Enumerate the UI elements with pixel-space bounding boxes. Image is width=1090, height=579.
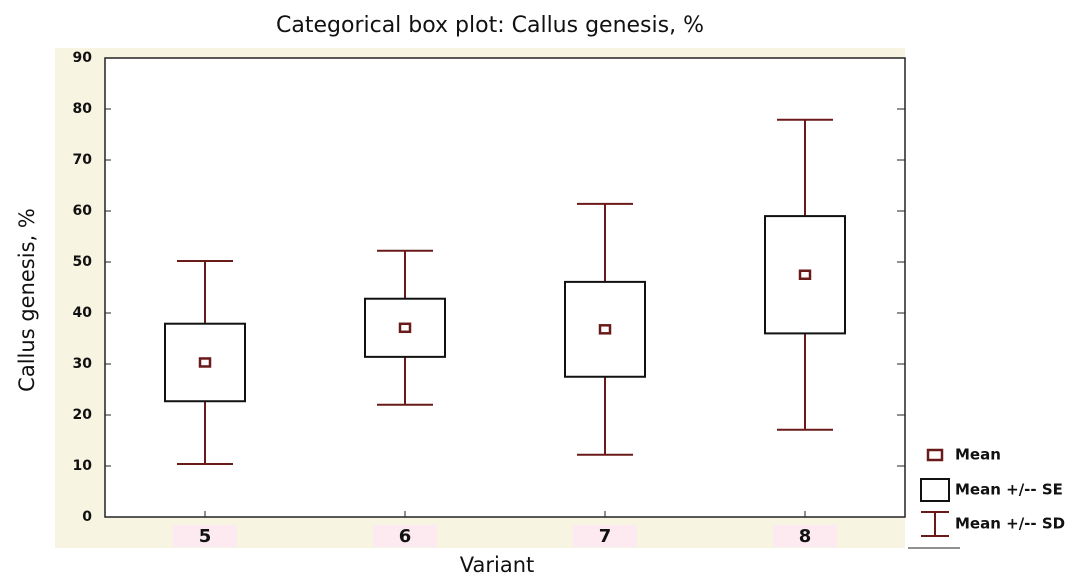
mean-marker: [798, 269, 812, 280]
y-tick-label: 90: [73, 50, 93, 66]
y-tick-label: 10: [73, 458, 93, 474]
category-bg: [373, 525, 437, 547]
category-bg: [173, 525, 237, 547]
y-axis-label: Callus genesis, %: [15, 208, 39, 392]
y-tick-label: 40: [73, 305, 93, 321]
category-bg: [773, 525, 837, 547]
legend-label: Mean: [955, 446, 1001, 464]
y-tick-label: 80: [73, 101, 93, 117]
legend-label: Mean +/-- SE: [955, 481, 1063, 499]
y-tick-label: 50: [73, 254, 93, 270]
y-tick-label: 0: [82, 509, 92, 525]
y-tick-label: 70: [73, 152, 93, 168]
x-axis-label: Variant: [460, 553, 534, 577]
legend-label: Mean +/-- SD: [955, 515, 1065, 533]
mean-marker: [598, 324, 612, 335]
x-tick-label: 6: [399, 526, 412, 547]
x-tick-label: 8: [799, 526, 812, 547]
x-tick-label: 5: [199, 526, 212, 547]
legend-se-symbol: [920, 478, 950, 502]
category-bg: [573, 525, 637, 547]
chart-title: Categorical box plot: Callus genesis, %: [276, 13, 704, 38]
y-tick-label: 20: [73, 407, 93, 423]
x-tick-label: 7: [599, 526, 612, 547]
mean-marker: [398, 322, 412, 334]
y-tick-label: 60: [73, 203, 93, 219]
legend-mean-symbol: [926, 448, 944, 462]
y-tick-label: 30: [73, 356, 93, 372]
mean-marker: [198, 357, 212, 368]
